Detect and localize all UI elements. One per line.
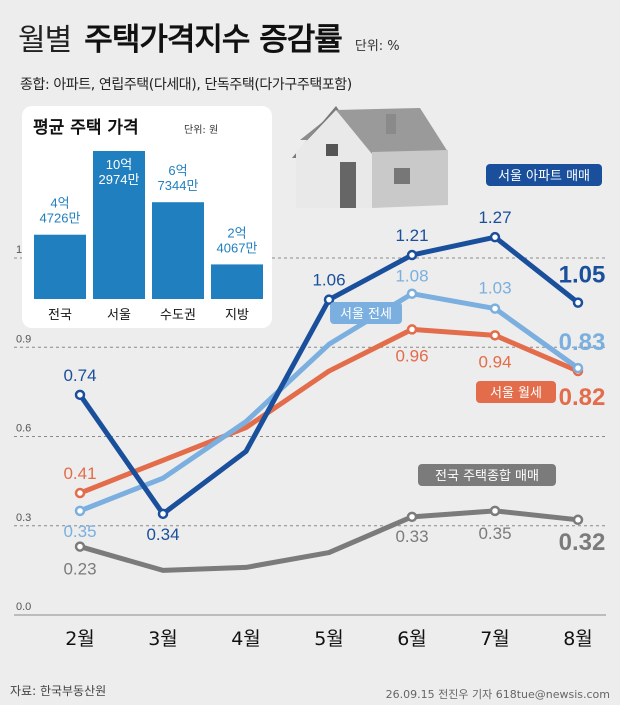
series-tag-label: 서울 전세 [340, 307, 392, 322]
title-part1: 월별 [18, 23, 72, 58]
data-point [489, 303, 501, 314]
y-tick-label: 0.6 [16, 423, 31, 435]
data-point [572, 514, 584, 526]
data-label: 0.35 [63, 522, 96, 541]
data-label: 0.23 [63, 560, 96, 579]
title-part2: 주택가격지수 증감률 [84, 22, 342, 58]
x-tick-label: 2월 [65, 628, 95, 650]
series-tag [486, 164, 602, 186]
x-tick-label: 4월 [231, 628, 261, 650]
data-point [74, 487, 86, 499]
credit-text: 26.09.15 전진우 기자 618tue@newsis.com [385, 688, 610, 701]
inset-bar-label: 서울 [107, 308, 131, 323]
inset-bar-label: 전국 [48, 308, 72, 323]
inset-bar [211, 264, 263, 299]
x-tick-label: 5월 [314, 628, 344, 650]
data-point [74, 505, 86, 517]
data-point [406, 288, 418, 299]
data-label: 0.94 [478, 352, 511, 371]
data-label: 0.83 [559, 329, 606, 356]
inset-title: 평균 주택 가격 [33, 118, 139, 138]
data-point [157, 508, 169, 520]
series-tag-label: 전국 주택종합 매매 [435, 469, 539, 484]
inset-bar [93, 151, 145, 299]
title-unit: 단위: % [354, 39, 400, 54]
data-point [406, 324, 418, 335]
inset-bar-label: 지방 [225, 308, 249, 323]
data-label: 0.74 [63, 366, 96, 385]
house-icon [292, 106, 448, 208]
inset-bar-label: 수도권 [160, 308, 196, 323]
series-tag [418, 464, 556, 486]
data-point [406, 249, 418, 261]
source-text: 자료: 한국부동산원 [10, 684, 107, 698]
inset-bar [34, 234, 86, 299]
data-point [406, 511, 418, 523]
data-label: 0.35 [478, 524, 511, 543]
y-tick-label: 0.9 [16, 333, 31, 345]
inset-bar-value-bottom: 7344만 [158, 178, 199, 193]
x-tick-label: 7월 [480, 628, 510, 650]
series-tag-label: 서울 월세 [490, 386, 542, 401]
data-label: 1.08 [395, 267, 428, 286]
series-tag [330, 302, 402, 324]
series-tag [476, 381, 556, 403]
x-tick-label: 6월 [397, 628, 427, 650]
data-label: 1.06 [312, 271, 345, 290]
data-point [489, 330, 501, 341]
inset-bar [152, 202, 204, 299]
inset-bar-value-bottom: 2974만 [99, 172, 140, 187]
data-label: 1.03 [478, 279, 511, 298]
inset-bar-value-top: 2억 [227, 225, 246, 240]
inset-bar-value-bottom: 4067만 [217, 240, 258, 255]
data-point [489, 505, 501, 517]
data-label: 0.34 [146, 525, 179, 544]
data-label: 1.21 [395, 226, 428, 245]
inset-bar-value-top: 4억 [50, 196, 69, 211]
y-tick-label: 0.3 [16, 512, 31, 524]
data-label: 0.32 [559, 529, 606, 556]
data-point [74, 389, 86, 401]
inset-bar-value-top: 10억 [106, 157, 132, 172]
data-point [323, 294, 335, 305]
data-point [74, 541, 86, 552]
inset-bar-value-bottom: 4726만 [40, 211, 81, 226]
x-tick-label: 8월 [563, 628, 593, 650]
data-label: 0.41 [63, 464, 96, 483]
inset-bar-value-top: 6억 [168, 163, 187, 178]
data-label: 1.27 [478, 208, 511, 227]
data-point [489, 231, 501, 243]
series-tag-label: 서울 아파트 매매 [498, 169, 590, 184]
data-label: 0.82 [559, 384, 606, 411]
data-point [572, 362, 584, 374]
data-label: 1.05 [559, 262, 606, 289]
data-label: 0.33 [395, 527, 428, 546]
y-tick-label: 0.0 [16, 601, 31, 613]
inset-unit: 단위: 원 [184, 123, 218, 136]
x-tick-label: 3월 [148, 628, 178, 650]
data-point [572, 297, 584, 308]
page-title: 월별 주택가격지수 증감률 단위: % [18, 14, 400, 59]
data-label: 0.96 [395, 346, 428, 365]
subtitle: 종합: 아파트, 연립주택(다세대), 단독주택(다가구주택포함) [20, 77, 352, 93]
